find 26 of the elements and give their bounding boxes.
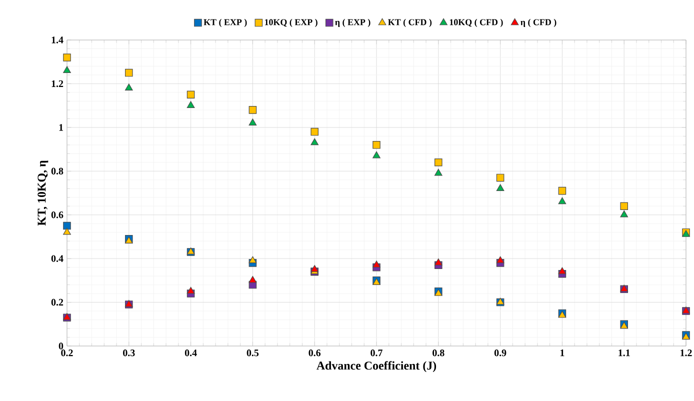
legend-label: KT ( CFD ): [388, 18, 432, 28]
legend-label: η ( EXP ): [335, 18, 370, 28]
x-tick-label: 0.4: [184, 350, 197, 356]
y-tick-label: 0: [58, 342, 64, 350]
x-tick-label: 0.5: [246, 350, 259, 356]
x-tick-label: 1.1: [618, 350, 630, 356]
y-tick-label: 0.8: [51, 168, 64, 175]
x-tick-label: 0.6: [308, 350, 321, 356]
legend-label: 10KQ ( EXP ): [264, 18, 318, 28]
x-tick-label: 1.2: [680, 350, 692, 356]
legend-label: KT ( EXP ): [204, 18, 247, 28]
y-tick-label: 1: [59, 124, 63, 131]
x-axis-title: Advance Coefficient (J): [316, 361, 436, 372]
y-tick-label: 0.4: [51, 255, 64, 262]
legend-label: η ( CFD ): [520, 18, 556, 28]
x-tick-label: 0.7: [370, 350, 382, 356]
x-tick-label: 0.8: [432, 350, 444, 356]
y-tick-label: 0.6: [51, 211, 64, 218]
y-tick-label: 0.2: [51, 298, 64, 306]
x-tick-label: 1: [560, 350, 564, 356]
y-axis-title: KT, 10KQ, η: [38, 160, 48, 226]
y-tick-label: 1.4: [52, 36, 64, 44]
x-tick-label: 0.3: [123, 350, 135, 356]
legend-label: 10KQ ( CFD ): [450, 18, 503, 28]
y-tick-label: 1.2: [52, 80, 64, 88]
x-tick-label: 0.9: [494, 350, 506, 356]
